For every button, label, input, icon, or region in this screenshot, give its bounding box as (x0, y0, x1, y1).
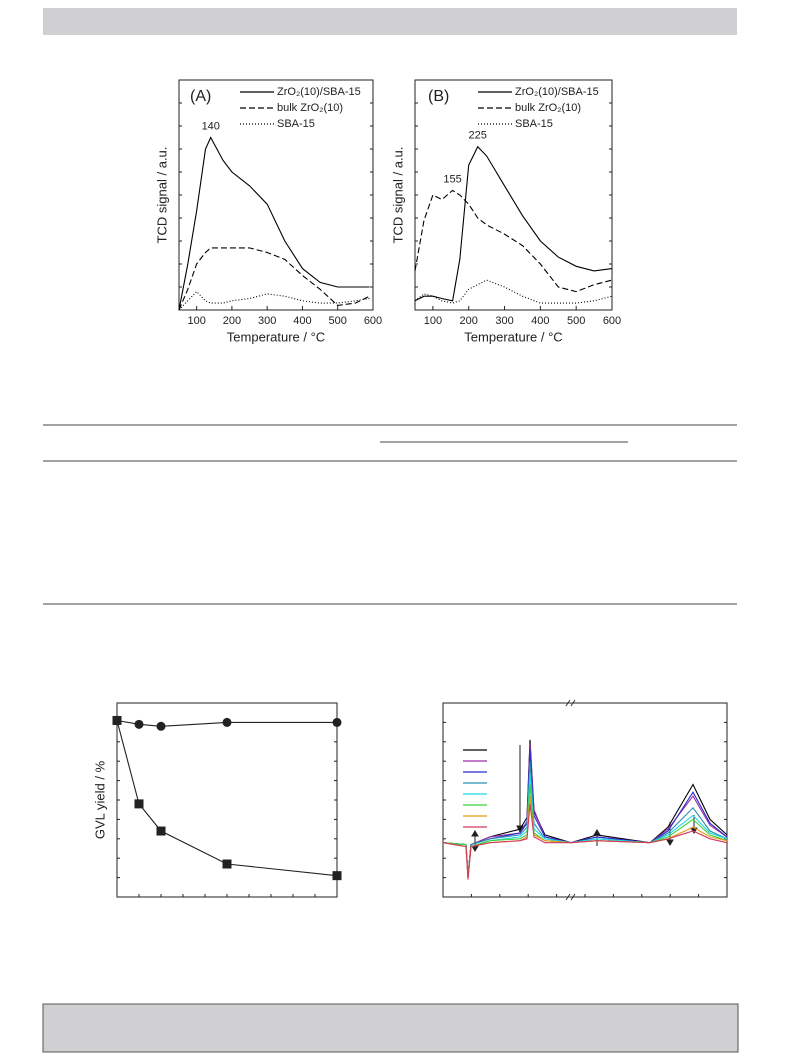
legend-label: ZrO₂(10)/SBA-15 (277, 86, 361, 98)
plot-frame (178, 79, 374, 311)
series-line (442, 749, 728, 876)
marker (156, 826, 166, 836)
x-tick-label: 500 (567, 315, 585, 327)
marker (332, 717, 342, 727)
series-line (178, 290, 370, 311)
axis-break (565, 699, 576, 901)
annotation: 155 (443, 173, 461, 185)
panel-label: (B) (428, 88, 449, 105)
series-line (178, 136, 370, 311)
x-tick-label: 400 (531, 315, 549, 327)
series-line (442, 743, 728, 876)
legend-label: SBA-15 (515, 118, 553, 130)
x-tick-label: 200 (223, 315, 241, 327)
footer-box (42, 1003, 739, 1053)
series-line (414, 279, 613, 304)
series-line (442, 803, 728, 880)
legend-label: bulk ZrO₂(10) (277, 102, 343, 114)
x-tick-label: 100 (424, 315, 442, 327)
marker (156, 721, 166, 731)
y-axis-label: TCD signal / a.u. (154, 147, 169, 244)
x-tick-label: 100 (187, 315, 205, 327)
x-axis-label: Temperature / °C (464, 329, 562, 344)
legend-label: ZrO₂(10)/SBA-15 (515, 86, 599, 98)
legend-label: bulk ZrO₂(10) (515, 102, 581, 114)
series-line (414, 189, 613, 293)
y-axis-label: TCD signal / a.u. (390, 147, 405, 244)
x-tick-label: 500 (329, 315, 347, 327)
header-bar (43, 8, 737, 35)
series-line (116, 720, 338, 877)
marker (134, 799, 144, 809)
marker (112, 715, 122, 725)
plot-frame (414, 79, 613, 311)
marker (222, 859, 232, 869)
y-axis-label: GVL yield / % (92, 760, 107, 839)
series-line (414, 145, 613, 302)
marker (134, 719, 144, 729)
marker (332, 871, 342, 881)
x-tick-label: 200 (460, 315, 478, 327)
x-tick-label: 400 (293, 315, 311, 327)
x-tick-label: 600 (603, 315, 621, 327)
series-line (178, 247, 370, 311)
marker (222, 717, 232, 727)
x-axis-label: Temperature / °C (227, 329, 325, 344)
annotation: 225 (469, 130, 487, 142)
x-tick-label: 300 (258, 315, 276, 327)
x-tick-label: 600 (364, 315, 382, 327)
annotation: 140 (202, 120, 220, 132)
series-line (442, 761, 728, 878)
x-tick-label: 300 (495, 315, 513, 327)
panel-label: (A) (190, 88, 211, 105)
legend-label: SBA-15 (277, 118, 315, 130)
